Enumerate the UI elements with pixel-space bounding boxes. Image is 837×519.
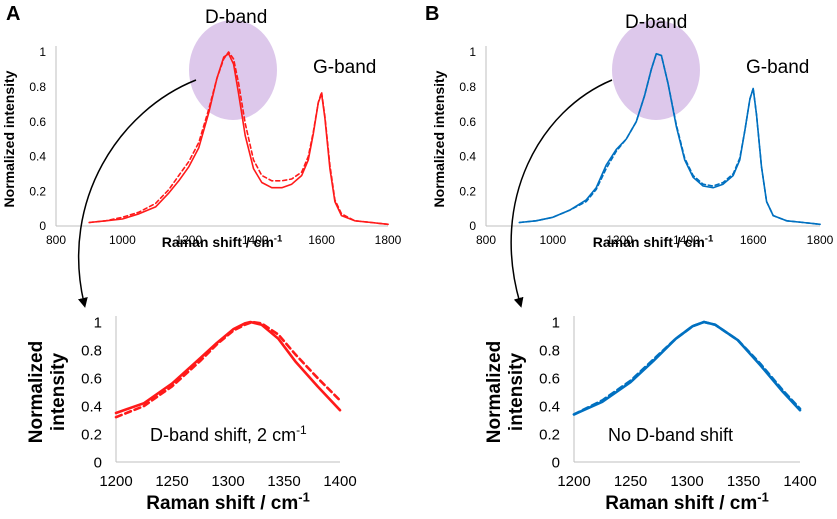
- d-band-label-b: D-band: [625, 12, 687, 33]
- g-band-label-b: G-band: [746, 57, 809, 78]
- x-axis-label-text: Raman shift / cm: [605, 493, 757, 514]
- x-axis-label-sup: -1: [274, 233, 283, 244]
- y-axis-label: Normalized intensity: [1, 70, 17, 207]
- y-tick-label: 0.6: [29, 115, 46, 129]
- d-band-label-a: D-band: [205, 7, 267, 28]
- y-tick-label: 1: [552, 314, 560, 331]
- x-axis-label: Raman shift / cm-1: [605, 489, 769, 514]
- y-tick-label: 0.4: [539, 398, 560, 415]
- x-axis-label: Raman shift / cm-1: [162, 233, 283, 250]
- y-tick-label: 0.4: [29, 150, 46, 164]
- inset-annotation-a-text: D-band shift, 2 cm: [150, 425, 296, 445]
- y-tick-label: 0.2: [459, 184, 476, 198]
- chart-b-main: 800 1000 1200 1400 1600 1800 0 0.2 0.4 0.6 0.8 1 Ram…: [431, 45, 834, 250]
- x-tick-label: 800: [46, 233, 66, 247]
- x-axis-label: Raman shift / cm-1: [593, 233, 714, 250]
- zoom-arrow-b: [510, 79, 613, 308]
- y-tick-label: 0.8: [539, 342, 560, 359]
- y-tick-label: 0.6: [459, 115, 476, 129]
- y-tick-label: 0.2: [81, 426, 102, 443]
- x-tick-label: 1250: [614, 473, 647, 490]
- x-tick-label: 800: [476, 233, 496, 247]
- x-axis-label-sup: -1: [298, 489, 309, 504]
- x-tick-label: 1600: [740, 233, 767, 247]
- chart-a-inset: 1200 1250 1300 1350 1400 0 0.2 0.4 0.6 0.8 1 Raman …: [26, 314, 357, 514]
- y-tick-label: 0.2: [539, 426, 560, 443]
- series-line-dashed: [572, 320, 802, 416]
- y-axis-label-line: Normalized: [26, 341, 47, 443]
- d-band-highlight-b: [612, 20, 700, 120]
- y-tick-label: 0.8: [29, 80, 46, 94]
- x-axis-label-text: Raman shift / cm: [146, 493, 298, 514]
- x-tick-label: 1300: [670, 473, 703, 490]
- inset-annotation-a-sup: -1: [296, 423, 307, 437]
- y-tick-label: 0.6: [81, 370, 102, 387]
- d-band-highlight-a: [189, 20, 277, 120]
- x-tick-label: 1400: [673, 233, 700, 247]
- x-tick-label: 1350: [727, 473, 760, 490]
- y-tick-label: 0: [94, 454, 102, 471]
- x-axis-label-sup: -1: [705, 233, 714, 244]
- y-axis-label-line: intensity: [506, 353, 527, 432]
- inset-annotation-b: No D-band shift: [608, 425, 733, 445]
- inset-annotation-b-text: No D-band shift: [608, 425, 733, 445]
- x-tick-label: 1200: [99, 473, 132, 490]
- panel-label-a: A: [6, 3, 20, 25]
- x-axis-label-text: Raman shift / cm: [593, 234, 705, 250]
- x-tick-label: 1600: [308, 233, 335, 247]
- y-tick-label: 0: [469, 219, 476, 233]
- y-axis-label-line: intensity: [48, 353, 69, 432]
- x-tick-label: 1300: [211, 473, 244, 490]
- chart-b-inset: 1200 1250 1300 1350 1400 0 0.2 0.4 0.6 0.8 1 Raman …: [484, 314, 817, 514]
- y-tick-label: 0.4: [81, 398, 102, 415]
- y-tick-label: 0: [552, 454, 560, 471]
- x-tick-label: 1200: [175, 233, 202, 247]
- zoom-arrow-a: [77, 79, 197, 308]
- series-line-dashed: [88, 51, 389, 226]
- y-axis-label-line: Normalized: [484, 341, 505, 443]
- series-line-dashed: [114, 320, 342, 419]
- series-line-dashed: [518, 52, 821, 226]
- inset-annotation-a: D-band shift, 2 cm-1: [150, 423, 307, 445]
- x-tick-label: 1400: [323, 473, 356, 490]
- series-line-solid: [572, 320, 802, 416]
- x-tick-label: 1400: [783, 473, 816, 490]
- x-tick-label: 1000: [539, 233, 566, 247]
- chart-a-main: 800 1000 1200 1400 1600 1800 0 0.2 0.4 0.6 0.8 1 Ram…: [1, 45, 402, 250]
- x-tick-label: 1800: [375, 233, 402, 247]
- y-axis-label: Normalized intensity: [431, 70, 447, 207]
- y-tick-label: 1: [94, 314, 102, 331]
- series-line-solid: [114, 320, 342, 415]
- y-tick-label: 0: [39, 219, 46, 233]
- g-band-label-a: G-band: [313, 57, 376, 78]
- x-axis-label: Raman shift / cm-1: [146, 489, 310, 514]
- x-tick-label: 1350: [267, 473, 300, 490]
- y-tick-label: 0.8: [81, 342, 102, 359]
- y-tick-label: 0.2: [29, 184, 46, 198]
- x-tick-label: 1000: [109, 233, 136, 247]
- y-tick-label: 0.6: [539, 370, 560, 387]
- x-tick-label: 1250: [155, 473, 188, 490]
- x-tick-label: 1400: [242, 233, 269, 247]
- x-tick-label: 1800: [807, 233, 834, 247]
- panel-label-b: B: [425, 3, 439, 25]
- y-tick-label: 0.4: [459, 150, 476, 164]
- x-tick-label: 1200: [557, 473, 590, 490]
- x-axis-label-text: Raman shift / cm: [162, 234, 274, 250]
- y-tick-label: 1: [469, 45, 476, 59]
- x-axis-label-sup: -1: [757, 489, 768, 504]
- y-tick-label: 0.8: [459, 80, 476, 94]
- y-tick-label: 1: [39, 45, 46, 59]
- x-tick-label: 1200: [606, 233, 633, 247]
